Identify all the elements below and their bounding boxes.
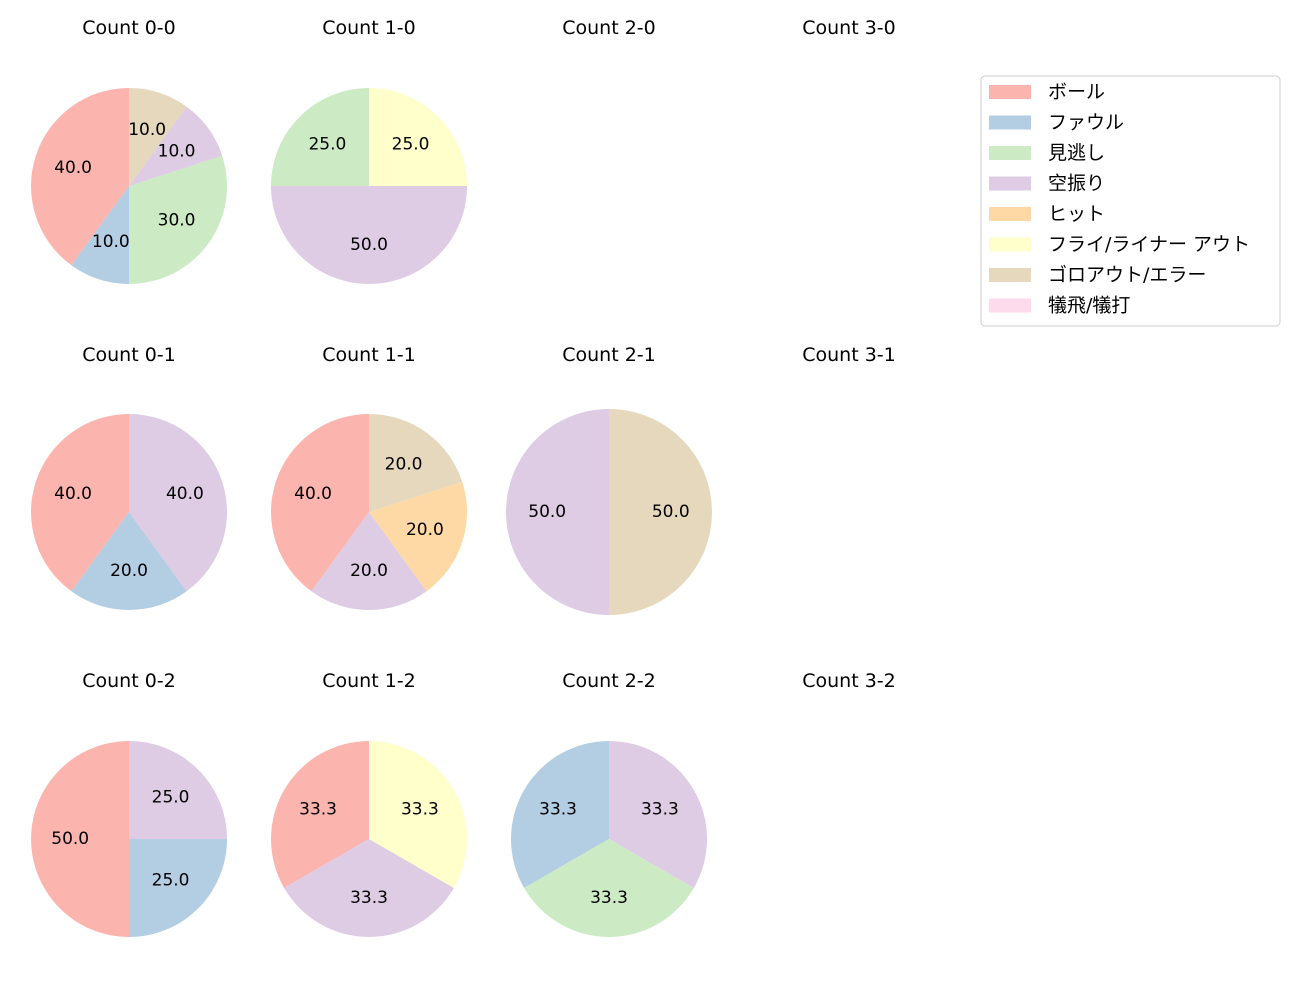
pie-title: Count 1-0 [322, 17, 416, 39]
pie-slice [71, 512, 187, 610]
slice-label: 40.0 [54, 484, 92, 504]
slice-label: 10.0 [158, 141, 196, 161]
pie-title: Count 0-2 [82, 670, 176, 692]
pie-slice [129, 88, 187, 186]
legend-label: 犠飛/犠打 [1048, 295, 1130, 317]
pie-slice [511, 741, 609, 888]
pie-slice [506, 409, 609, 615]
slice-label: 10.0 [128, 120, 166, 140]
slice-label: 50.0 [350, 235, 388, 255]
legend-label: ボール [1048, 81, 1105, 103]
legend-swatch [989, 298, 1031, 313]
pie-count-0-1: Count 0-1 40.0 20.0 40.0 [31, 344, 227, 610]
legend-label: フライ/ライナー アウト [1048, 234, 1250, 256]
pie-slice [311, 512, 427, 610]
slice-label: 20.0 [385, 454, 423, 474]
pie-count-2-1: Count 2-1 50.0 50.0 [506, 344, 712, 615]
slice-label: 20.0 [350, 561, 388, 581]
legend-label: ファウル [1048, 112, 1124, 134]
legend-swatch [989, 176, 1031, 191]
pie-slice [369, 414, 463, 512]
legend-label: 空振り [1048, 173, 1105, 195]
slice-label: 20.0 [406, 520, 444, 540]
pie-count-3-0: Count 3-0 [802, 17, 896, 39]
legend-label: 見逃し [1048, 142, 1105, 164]
pie-count-0-0: Count 0-040.010.030.010.010.0 [31, 17, 227, 284]
pie-count-0-2: Count 0-2 50.0 25.0 25.0 [31, 670, 227, 937]
pie-slice [369, 481, 467, 592]
pie-slice [271, 741, 369, 888]
pie-slice [369, 88, 467, 186]
legend-swatch [989, 115, 1031, 130]
pie-slice [129, 741, 227, 839]
pie-title: Count 3-1 [802, 344, 896, 366]
pie-title: Count 1-2 [322, 670, 416, 692]
pie-title: Count 2-1 [562, 344, 656, 366]
pie-slice [31, 741, 129, 937]
slice-label: 40.0 [294, 484, 332, 504]
slice-label: 33.3 [590, 888, 628, 908]
pie-slice [271, 414, 369, 592]
slice-label: 10.0 [92, 232, 130, 252]
pie-slice [524, 839, 694, 937]
pie-slice [609, 409, 712, 615]
pie-count-2-2: Count 2-2 33.3 33.3 33.3 [511, 670, 707, 937]
pie-count-3-2: Count 3-2 [802, 670, 896, 692]
pie-slice [271, 186, 467, 284]
slice-label: 33.3 [539, 800, 577, 820]
legend-swatch [989, 85, 1031, 99]
slice-label: 40.0 [166, 484, 204, 504]
pie-slice [31, 414, 129, 592]
pie-count-2-0: Count 2-0 [562, 17, 656, 39]
pie-slice [609, 741, 707, 888]
slice-label: 33.3 [641, 800, 679, 820]
pie-title: Count 2-2 [562, 670, 656, 692]
slice-label: 33.3 [299, 800, 337, 820]
pie-count-3-1: Count 3-1 [802, 344, 896, 366]
slice-label: 33.3 [401, 800, 439, 820]
legend-label: ゴロアウト/エラー [1048, 264, 1206, 286]
slice-label: 30.0 [158, 211, 196, 231]
slice-label: 25.0 [152, 787, 190, 807]
legend-swatch [989, 207, 1031, 221]
pie-slice [284, 839, 454, 937]
pie-slice [129, 155, 227, 284]
legend-swatch [989, 146, 1031, 160]
pie-title: Count 0-1 [82, 344, 176, 366]
legend-frame [980, 75, 1281, 327]
pie-title: Count 0-0 [82, 17, 176, 39]
pie-title: Count 3-0 [802, 17, 896, 39]
slice-label: 25.0 [392, 134, 430, 154]
pie-slice [71, 186, 129, 284]
pie-title: Count 2-0 [562, 17, 656, 39]
pie-slice [129, 839, 227, 937]
pie-count-1-0: Count 1-0 25.0 50.0 25.0 [271, 17, 467, 284]
slice-label: 40.0 [54, 158, 92, 178]
pie-slice [129, 414, 227, 592]
pie-count-1-1: Count 1-1 40.0 20.0 20.0 20.0 [271, 344, 467, 610]
pie-slice [271, 88, 369, 186]
pie-slice [31, 88, 130, 266]
legend-swatch [989, 268, 1031, 282]
slice-label: 25.0 [152, 871, 190, 891]
pie-slice [129, 106, 223, 186]
pie-title: Count 1-1 [322, 344, 416, 366]
pie-title: Count 3-2 [802, 670, 896, 692]
pie-count-1-2: Count 1-2 33.3 33.3 33.3 [271, 670, 467, 937]
slice-label: 20.0 [110, 561, 148, 581]
slice-label: 50.0 [51, 829, 89, 849]
slice-label: 50.0 [528, 502, 566, 522]
slice-label: 33.3 [350, 888, 388, 908]
slice-label: 50.0 [652, 502, 690, 522]
legend-swatch [989, 237, 1031, 252]
slice-label: 25.0 [308, 134, 346, 154]
legend-label: ヒット [1048, 203, 1105, 225]
pie-slice [369, 741, 467, 888]
